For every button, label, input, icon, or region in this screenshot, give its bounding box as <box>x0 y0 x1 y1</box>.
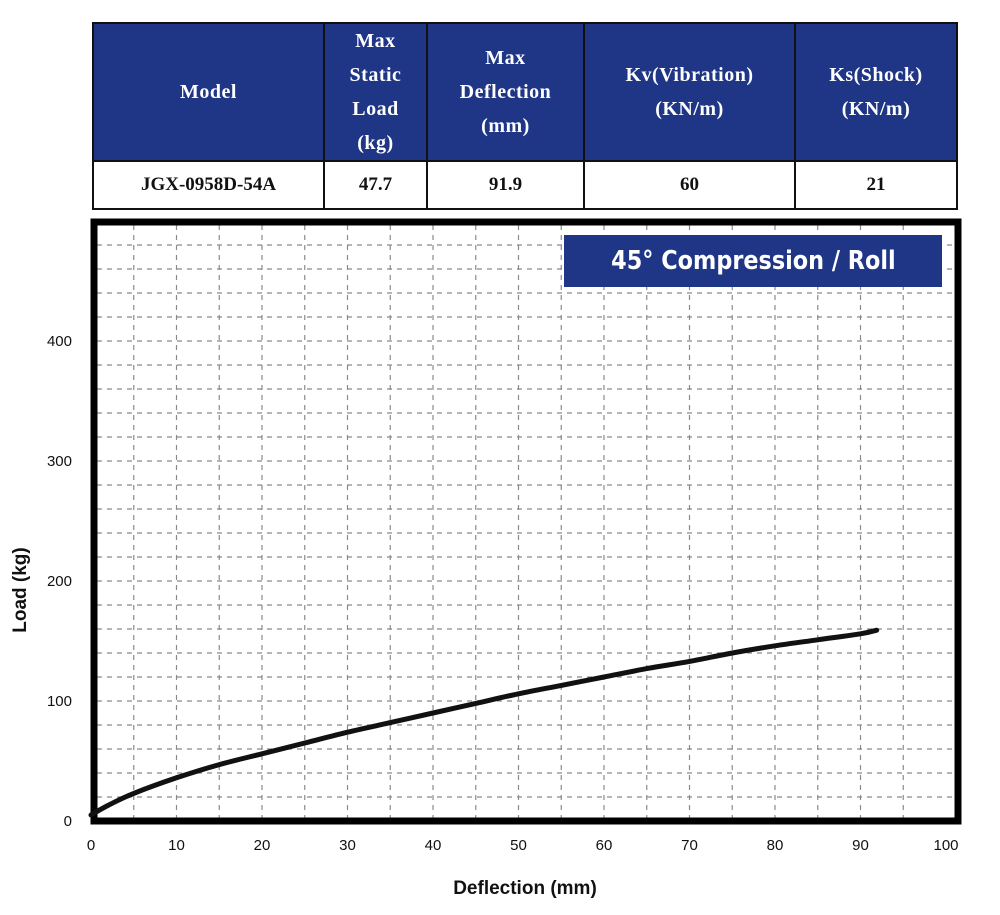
x-tick-label: 70 <box>681 837 698 854</box>
x-tick-label: 0 <box>87 837 95 854</box>
x-tick-label: 20 <box>254 837 271 854</box>
header-max-static-load: Max Static Load (kg) <box>323 22 428 162</box>
header-ks-shock: Ks(Shock) (KN/m) <box>794 22 958 162</box>
cell-model: JGX-0958D-54A <box>92 160 325 210</box>
y-tick-label: 100 <box>47 693 72 710</box>
y-tick-label: 300 <box>47 453 72 470</box>
cell-kv-vibration: 60 <box>583 160 796 210</box>
header-max-deflection: Max Deflection (mm) <box>426 22 585 162</box>
y-tick-label: 400 <box>47 333 72 350</box>
chart-title: 45° Compression / Roll <box>564 235 942 287</box>
y-axis-title: Load (kg) <box>10 547 31 633</box>
x-tick-label: 100 <box>933 837 958 854</box>
plot-frame <box>90 218 962 825</box>
header-kv-vibration: Kv(Vibration) (KN/m) <box>583 22 796 162</box>
x-tick-label: 30 <box>339 837 356 854</box>
x-tick-label: 90 <box>852 837 869 854</box>
spec-table: Model Max Static Load (kg) Max Deflectio… <box>92 22 958 210</box>
y-tick-label: 200 <box>47 573 72 590</box>
cell-ks-shock: 21 <box>794 160 958 210</box>
series-line <box>88 627 880 818</box>
header-model: Model <box>92 22 325 162</box>
cell-max-deflection: 91.9 <box>426 160 585 210</box>
chart-grid <box>97 225 955 818</box>
x-tick-label: 10 <box>168 837 185 854</box>
x-tick-label: 50 <box>510 837 527 854</box>
x-tick-label: 40 <box>425 837 442 854</box>
axis-ticks: 0 10 20 30 40 50 60 70 80 90 100 0 100 200 300 400 <box>47 333 959 854</box>
x-tick-label: 60 <box>596 837 613 854</box>
cell-max-static-load: 47.7 <box>323 160 428 210</box>
x-tick-label: 80 <box>767 837 784 854</box>
chart-title-text: 45° Compression / Roll <box>610 246 896 276</box>
spec-header-row: Model Max Static Load (kg) Max Deflectio… <box>92 22 958 162</box>
y-tick-label: 0 <box>64 813 72 830</box>
x-axis-title: Deflection (mm) <box>453 878 597 899</box>
spec-data-row: JGX-0958D-54A 47.7 91.9 60 21 <box>92 160 958 210</box>
